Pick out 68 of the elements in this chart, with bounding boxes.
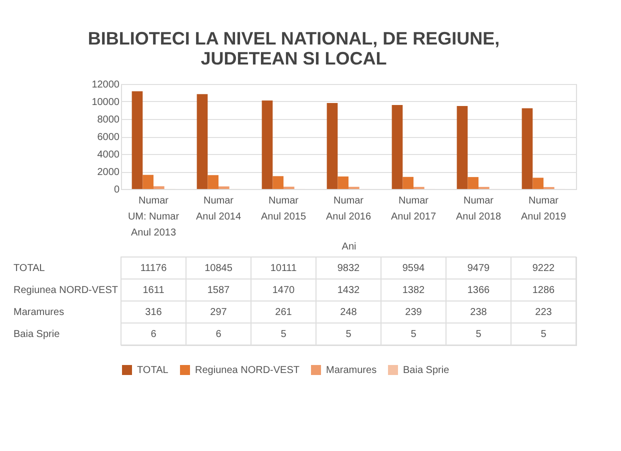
data-label: 9479 bbox=[467, 263, 490, 274]
data-label: 6 bbox=[216, 329, 222, 340]
data-label: 239 bbox=[405, 307, 422, 318]
bar bbox=[272, 176, 284, 189]
x-tick-label: Numar Anul 2015 bbox=[260, 196, 306, 222]
data-label: 5 bbox=[410, 329, 417, 340]
x-tick-label: Numar Anul 2014 bbox=[196, 196, 242, 222]
bar bbox=[338, 176, 348, 189]
x-tick-label: Numar Anul 2016 bbox=[326, 196, 372, 222]
data-label: 238 bbox=[470, 307, 488, 318]
data-label: 5 bbox=[280, 329, 287, 340]
data-label: 10111 bbox=[270, 263, 298, 274]
chart-title: BIBLIOTECI LA NIVEL NATIONAL, DE REGIUNE, JUDETEAN SI LOCAL bbox=[88, 28, 500, 68]
y-tick-label: 10000 bbox=[92, 97, 120, 108]
text: Maramures bbox=[14, 307, 64, 318]
x-tick-label: Numar Anul 2018 bbox=[456, 196, 502, 222]
bar bbox=[522, 108, 533, 189]
data-label: 1286 bbox=[532, 285, 556, 296]
y-tick-label: 0 bbox=[114, 184, 120, 196]
data-label: 9832 bbox=[337, 263, 360, 274]
legend-label: Regiunea NORD-VEST bbox=[195, 365, 300, 376]
y-tick-label: 8000 bbox=[97, 114, 120, 126]
x-tick-label: Numar Anul 2019 bbox=[520, 196, 566, 222]
bar bbox=[392, 105, 403, 189]
y-tick-label: 12000 bbox=[92, 80, 120, 90]
y-tick-label: 4000 bbox=[97, 150, 120, 160]
data-label: 5 bbox=[346, 329, 352, 340]
data-label: 6 bbox=[150, 329, 157, 340]
legend-label: Maramures bbox=[326, 365, 377, 376]
x-axis-title: Ani bbox=[342, 242, 356, 252]
bar bbox=[132, 91, 143, 189]
data-label: 11176 bbox=[140, 263, 168, 274]
bar bbox=[326, 102, 338, 189]
text: Baia Sprie bbox=[14, 329, 60, 340]
y-tick-label: 6000 bbox=[97, 132, 120, 143]
data-label: 316 bbox=[145, 307, 162, 318]
data-label: 1432 bbox=[337, 285, 360, 296]
data-label: 9594 bbox=[402, 263, 426, 274]
data-label: 1611 bbox=[142, 285, 165, 296]
data-label: 1470 bbox=[272, 285, 296, 296]
data-label: 223 bbox=[535, 307, 552, 318]
data-label: 261 bbox=[275, 307, 292, 318]
data-label: 5 bbox=[540, 329, 547, 340]
data-label: 1587 bbox=[207, 285, 230, 296]
bar bbox=[456, 106, 468, 189]
data-label: 248 bbox=[340, 307, 358, 318]
bar bbox=[154, 186, 164, 189]
data-label: 1382 bbox=[402, 285, 426, 296]
data-label: 9222 bbox=[532, 263, 556, 274]
data-label: 10845 bbox=[204, 263, 233, 274]
bar bbox=[262, 100, 273, 189]
bar bbox=[402, 176, 414, 189]
x-tick-label: Numar UM: Numar Anul 2013 bbox=[128, 196, 180, 238]
bar bbox=[196, 94, 208, 189]
bar bbox=[218, 186, 230, 189]
data-label: 297 bbox=[210, 307, 228, 318]
text: TOTAL bbox=[14, 263, 45, 274]
bar bbox=[532, 178, 544, 189]
bar bbox=[142, 174, 154, 189]
legend-label: TOTAL bbox=[137, 365, 169, 376]
data-label: 1366 bbox=[467, 285, 490, 296]
text: Regiunea NORD-VEST bbox=[14, 285, 118, 296]
y-tick-label: 2000 bbox=[97, 167, 120, 178]
data-label: 5 bbox=[476, 329, 482, 340]
x-tick-label: Numar Anul 2017 bbox=[390, 196, 436, 222]
legend-label: Baia Sprie bbox=[403, 365, 450, 376]
bar bbox=[468, 177, 478, 189]
bar bbox=[208, 175, 218, 189]
